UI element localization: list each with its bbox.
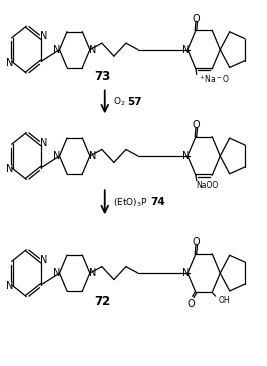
Text: N: N (53, 151, 61, 161)
Text: NaOO: NaOO (196, 181, 218, 190)
Text: O: O (193, 120, 201, 130)
Text: N: N (6, 58, 13, 68)
Text: N: N (40, 138, 47, 148)
Text: N: N (88, 268, 96, 278)
Text: O$_2$: O$_2$ (113, 96, 125, 108)
Text: N: N (40, 255, 47, 265)
Text: N: N (40, 31, 47, 41)
Text: (EtO)$_3$P: (EtO)$_3$P (113, 196, 147, 209)
Text: N: N (6, 281, 13, 291)
Text: 74: 74 (151, 197, 165, 207)
Text: N: N (88, 45, 96, 55)
Text: O: O (193, 237, 201, 247)
Text: 57: 57 (127, 97, 142, 107)
Text: N: N (53, 268, 61, 278)
Text: N: N (88, 151, 96, 161)
Text: N: N (53, 45, 61, 55)
Text: OH: OH (218, 296, 230, 305)
Text: O: O (187, 299, 195, 309)
Text: O: O (193, 14, 201, 24)
Text: N: N (182, 268, 189, 278)
Text: 72: 72 (94, 295, 110, 309)
Text: 73: 73 (94, 70, 110, 83)
Text: N: N (6, 164, 13, 174)
Text: $^+$Na$^-$O: $^+$Na$^-$O (198, 74, 230, 85)
Text: N: N (182, 151, 189, 161)
Text: N: N (182, 45, 189, 55)
